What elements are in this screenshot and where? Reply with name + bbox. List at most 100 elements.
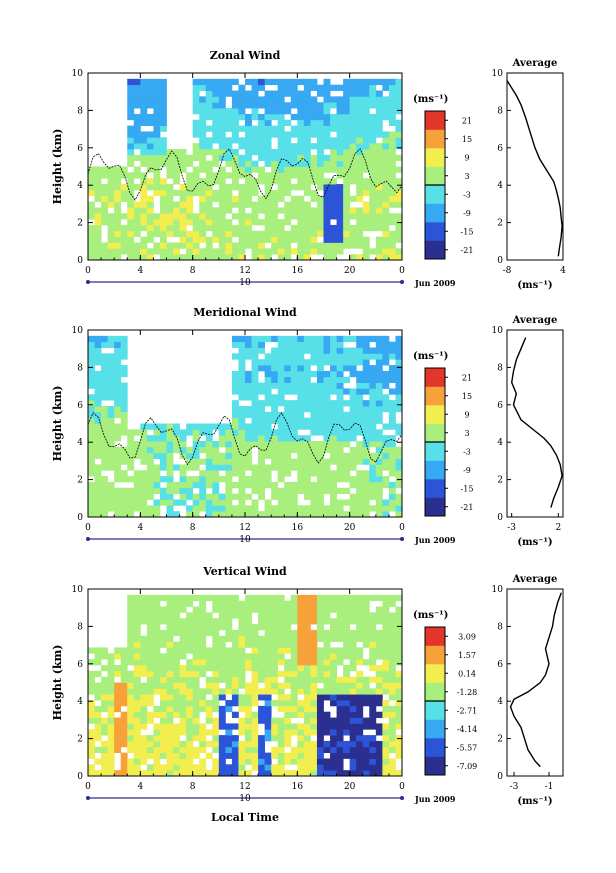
heatmap-cell xyxy=(245,429,252,436)
heatmap-cell xyxy=(395,624,403,631)
heatmap-cell xyxy=(251,653,259,660)
heatmap-cell xyxy=(146,201,154,208)
colorbar-segment xyxy=(425,756,445,776)
heatmap-cell xyxy=(271,166,279,173)
heatmap-cell xyxy=(395,746,403,754)
x-tick-label: 0 xyxy=(399,266,405,276)
heatmap-cell xyxy=(375,435,383,442)
heatmap-cell xyxy=(284,219,292,226)
heatmap-cell xyxy=(369,365,377,372)
heatmap-cell xyxy=(245,178,252,185)
heatmap-cell xyxy=(153,618,161,625)
heatmap-cell xyxy=(303,705,311,713)
heatmap-cell xyxy=(146,84,154,91)
heatmap-cell xyxy=(133,125,141,132)
y-tick-label: 4 xyxy=(77,181,83,191)
heatmap-cell xyxy=(120,224,128,232)
heatmap-cell xyxy=(375,594,383,602)
colorbar-segment xyxy=(425,129,445,149)
heatmap-cell xyxy=(199,84,207,91)
heatmap-cell xyxy=(88,746,95,754)
heatmap-cell xyxy=(277,629,285,637)
heatmap-cell xyxy=(199,499,207,506)
heatmap-cell xyxy=(375,154,383,162)
heatmap-cell xyxy=(225,242,233,249)
heatmap-cell xyxy=(388,653,396,660)
heatmap-cell xyxy=(133,213,141,220)
heatmap-cell xyxy=(127,102,135,109)
heatmap-cell xyxy=(310,694,318,701)
heatmap-cell xyxy=(323,429,331,436)
heatmap-cell xyxy=(264,499,272,506)
heatmap-cell xyxy=(290,405,298,413)
heatmap-cell xyxy=(127,178,135,185)
heatmap-cell xyxy=(382,376,390,383)
heatmap-cell xyxy=(290,400,298,407)
heatmap-cell xyxy=(127,108,135,115)
heatmap-cell xyxy=(277,224,285,232)
heatmap-cell xyxy=(199,700,207,707)
heatmap-cell xyxy=(205,629,213,637)
heatmap-cell xyxy=(133,600,141,607)
heatmap-cell xyxy=(271,189,279,197)
heatmap-cell xyxy=(231,429,239,436)
heatmap-cell xyxy=(212,487,220,495)
heatmap-cell xyxy=(271,376,279,383)
heatmap-cell xyxy=(245,752,252,759)
heatmap-cell xyxy=(284,659,292,666)
heatmap-cell xyxy=(395,676,403,683)
heatmap-cell xyxy=(114,670,122,678)
heatmap-cell xyxy=(199,131,207,138)
heatmap-cell xyxy=(238,629,246,637)
heatmap-cell xyxy=(382,441,390,448)
heatmap-cell xyxy=(264,729,272,736)
heatmap-cell xyxy=(205,429,213,436)
heatmap-cell xyxy=(310,618,318,625)
heatmap-cell xyxy=(362,248,370,255)
heatmap-cell xyxy=(218,184,226,191)
heatmap-cell xyxy=(127,493,135,500)
heatmap-cell xyxy=(290,446,298,454)
heatmap-cell xyxy=(199,723,207,730)
heatmap-cell xyxy=(192,705,200,713)
heatmap-cell xyxy=(173,670,180,678)
heatmap-cell xyxy=(225,90,233,97)
heatmap-cell xyxy=(297,184,305,191)
heatmap-cell xyxy=(159,242,167,249)
colorbar-segment xyxy=(425,368,445,387)
heatmap-cell xyxy=(199,125,207,132)
heatmap-cell xyxy=(271,723,279,730)
heatmap-cell xyxy=(212,764,220,771)
heatmap-cell xyxy=(231,376,239,383)
heatmap-cell xyxy=(323,476,331,483)
heatmap-cell xyxy=(212,670,220,678)
heatmap-cell xyxy=(303,359,311,366)
heatmap-cell xyxy=(323,664,331,672)
heatmap-cell xyxy=(120,195,128,202)
heatmap-cell xyxy=(218,606,226,613)
heatmap-cell xyxy=(179,207,187,214)
profile-x-tick-label: -3 xyxy=(507,523,516,533)
heatmap-cell xyxy=(114,476,122,483)
heatmap-cell xyxy=(297,394,305,401)
heatmap-cell xyxy=(310,154,318,162)
heatmap-cell xyxy=(284,487,292,495)
heatmap-cell xyxy=(375,446,383,454)
heatmap-cell xyxy=(245,388,252,395)
heatmap-cell xyxy=(192,624,200,631)
heatmap-cell xyxy=(343,236,351,243)
heatmap-cell xyxy=(356,705,364,713)
heatmap-cell xyxy=(127,242,135,249)
heatmap-cell xyxy=(153,647,161,654)
heatmap-cell xyxy=(310,499,318,506)
heatmap-cell xyxy=(356,511,364,518)
heatmap-cell xyxy=(310,612,318,619)
heatmap-cell xyxy=(192,178,200,185)
heatmap-cell xyxy=(140,740,148,748)
heatmap-cell xyxy=(388,505,396,512)
heatmap-cell xyxy=(218,452,226,459)
heatmap-cell xyxy=(316,676,324,683)
heatmap-cell xyxy=(192,770,200,777)
heatmap-cell xyxy=(238,417,246,424)
